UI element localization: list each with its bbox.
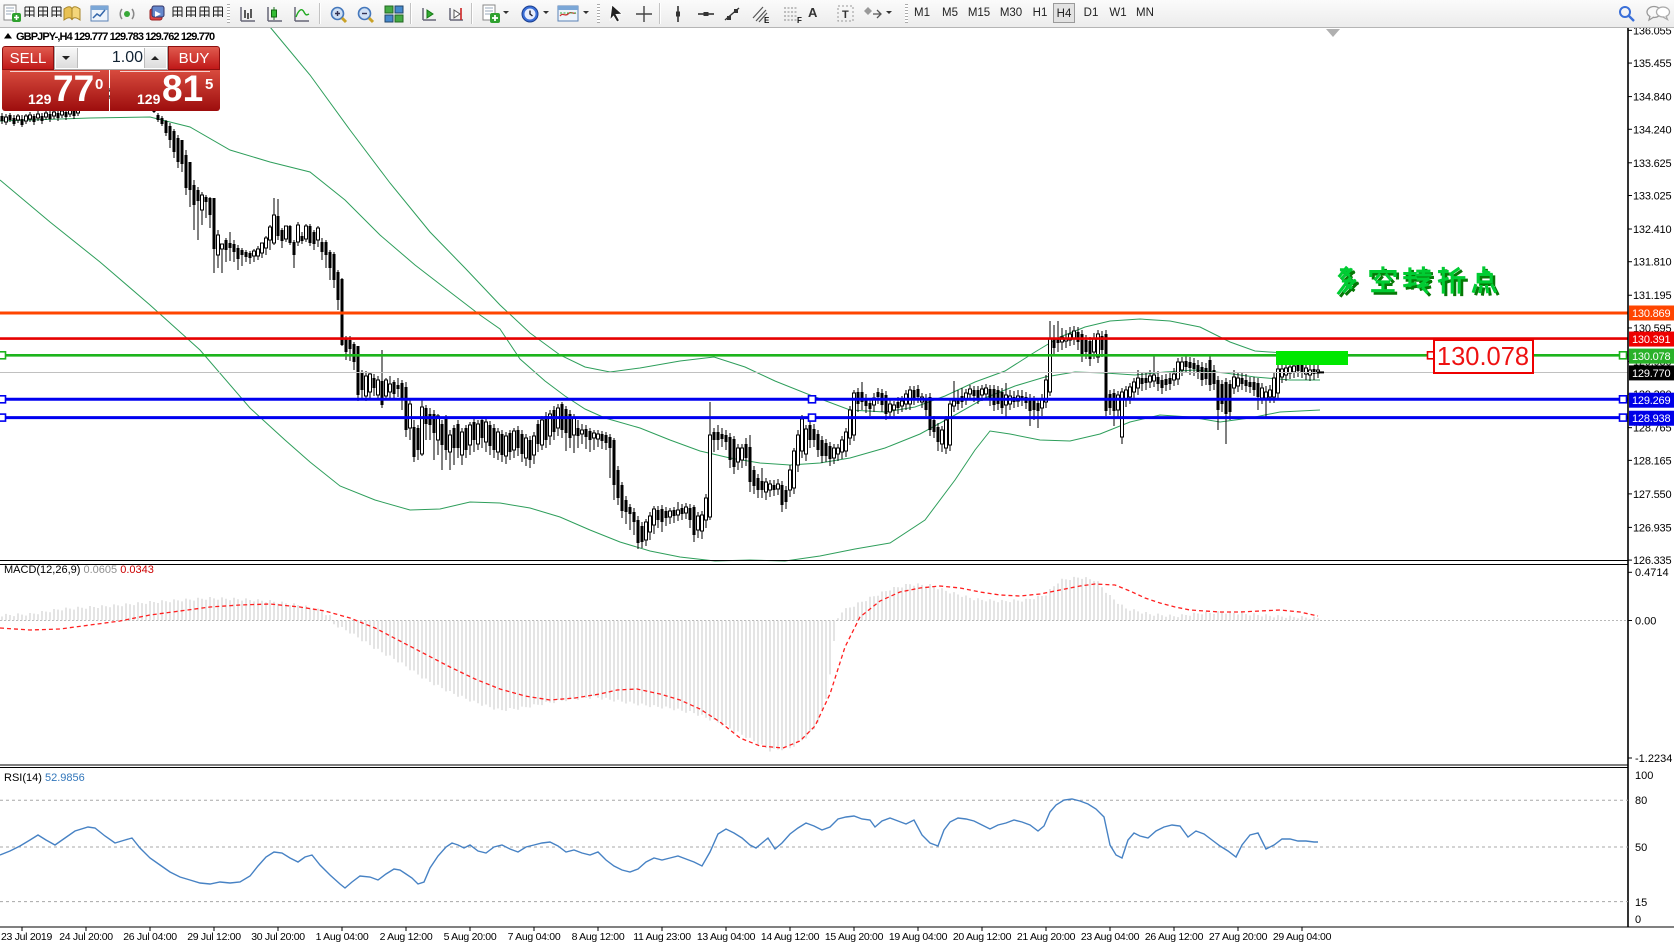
svg-text:MACD(12,26,9) 0.0605 0.0343: MACD(12,26,9) 0.0605 0.0343 <box>4 564 154 576</box>
svg-text:130.078: 130.078 <box>1437 343 1529 371</box>
svg-text:127.550: 127.550 <box>1633 489 1671 501</box>
svg-text:14 Aug 12:00: 14 Aug 12:00 <box>761 931 820 943</box>
svg-text:129.770: 129.770 <box>1632 368 1670 380</box>
svg-text:133.025: 133.025 <box>1633 190 1671 202</box>
svg-text:130.869: 130.869 <box>1632 308 1670 320</box>
svg-text:126.335: 126.335 <box>1633 555 1671 567</box>
svg-text:7 Aug 04:00: 7 Aug 04:00 <box>508 931 561 943</box>
svg-text:133.625: 133.625 <box>1633 158 1671 170</box>
svg-text:F: F <box>797 16 802 25</box>
svg-text:15: 15 <box>1635 897 1647 909</box>
svg-text:129.269: 129.269 <box>1632 395 1670 407</box>
svg-text:-1.2234: -1.2234 <box>1635 753 1672 765</box>
svg-text:135.455: 135.455 <box>1633 58 1671 70</box>
svg-text:11 Aug 23:00: 11 Aug 23:00 <box>633 931 691 943</box>
svg-text:50: 50 <box>1635 842 1647 854</box>
svg-text:134.840: 134.840 <box>1633 92 1671 104</box>
svg-text:27 Aug 20:00: 27 Aug 20:00 <box>1209 931 1268 943</box>
svg-text:GBPJPY-,H4 129.777 129.783 12: GBPJPY-,H4 129.777 129.783 129.762 129.7… <box>16 31 215 43</box>
svg-text:5 Aug 20:00: 5 Aug 20:00 <box>444 931 497 943</box>
svg-text:131.810: 131.810 <box>1633 257 1671 269</box>
svg-text:29 Aug 04:00: 29 Aug 04:00 <box>1273 931 1332 943</box>
svg-text:132.410: 132.410 <box>1633 224 1671 236</box>
svg-text:1 Aug 04:00: 1 Aug 04:00 <box>316 931 369 943</box>
svg-text:100: 100 <box>1635 770 1653 782</box>
svg-text:0: 0 <box>1635 914 1641 926</box>
svg-text:E: E <box>764 16 770 25</box>
svg-text:RSI(14) 52.9856: RSI(14) 52.9856 <box>4 772 85 784</box>
svg-text:128.165: 128.165 <box>1633 455 1671 467</box>
svg-text:19 Aug 04:00: 19 Aug 04:00 <box>889 931 948 943</box>
svg-text:8 Aug 12:00: 8 Aug 12:00 <box>572 931 625 943</box>
svg-text:131.195: 131.195 <box>1633 290 1671 302</box>
svg-text:T: T <box>842 9 849 21</box>
svg-text:0.00: 0.00 <box>1635 616 1656 628</box>
svg-text:134.240: 134.240 <box>1633 124 1671 136</box>
svg-text:21 Aug 20:00: 21 Aug 20:00 <box>1017 931 1076 943</box>
svg-text:26 Aug 12:00: 26 Aug 12:00 <box>1145 931 1204 943</box>
svg-text:23 Aug 04:00: 23 Aug 04:00 <box>1081 931 1140 943</box>
svg-text:80: 80 <box>1635 795 1647 807</box>
svg-text:126.935: 126.935 <box>1633 522 1671 534</box>
svg-text:26 Jul 04:00: 26 Jul 04:00 <box>123 931 177 943</box>
svg-text:30 Jul 20:00: 30 Jul 20:00 <box>251 931 305 943</box>
svg-text:128.938: 128.938 <box>1632 413 1670 425</box>
svg-text:130.391: 130.391 <box>1632 334 1670 346</box>
svg-text:29 Jul 12:00: 29 Jul 12:00 <box>187 931 241 943</box>
svg-text:13 Aug 04:00: 13 Aug 04:00 <box>697 931 756 943</box>
svg-text:136.055: 136.055 <box>1633 25 1671 37</box>
svg-text:23 Jul 2019: 23 Jul 2019 <box>1 931 52 943</box>
svg-text:20 Aug 12:00: 20 Aug 12:00 <box>953 931 1012 943</box>
svg-text:130.078: 130.078 <box>1632 351 1670 363</box>
svg-text:0.4714: 0.4714 <box>1635 567 1669 579</box>
svg-text:24 Jul 20:00: 24 Jul 20:00 <box>59 931 113 943</box>
svg-text:15 Aug 20:00: 15 Aug 20:00 <box>825 931 884 943</box>
svg-text:2 Aug 12:00: 2 Aug 12:00 <box>380 931 433 943</box>
